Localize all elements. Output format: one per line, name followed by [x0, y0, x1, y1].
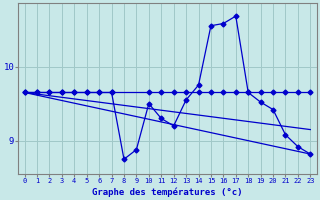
- X-axis label: Graphe des températures (°c): Graphe des températures (°c): [92, 187, 243, 197]
